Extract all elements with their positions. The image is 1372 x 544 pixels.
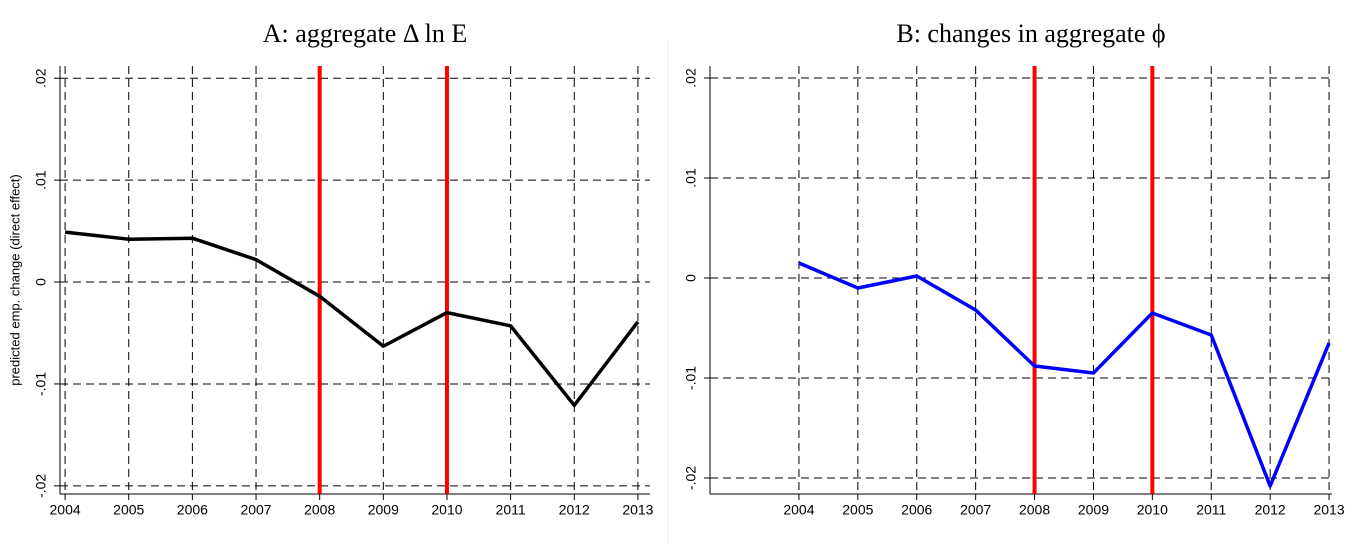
y-tick-label: .02 [33, 68, 49, 88]
y-tick-label: -.02 [33, 474, 49, 498]
x-tick-label: 2011 [1196, 502, 1226, 518]
x-tick-label: 2007 [960, 502, 991, 518]
x-tick-label: 2013 [1313, 502, 1344, 518]
y-tick-label: .02 [683, 68, 699, 88]
chart-title: A: aggregate Δ ln E [263, 19, 467, 48]
y-axis-label: predicted emp. change (direct effect) [7, 174, 22, 386]
x-tick-label: 2010 [431, 502, 462, 518]
y-tick-label: -.02 [683, 466, 699, 490]
y-tick-label: 0 [683, 274, 699, 282]
x-tick-label: 2008 [1019, 502, 1050, 518]
x-tick-label: 2005 [842, 502, 873, 518]
y-tick-label: 0 [33, 278, 49, 286]
x-tick-label: 2004 [50, 502, 81, 518]
x-tick-label: 2008 [304, 502, 335, 518]
x-tick-label: 2006 [901, 502, 932, 518]
data-line [798, 261, 1331, 488]
y-tick-label: .01 [33, 170, 49, 190]
x-tick-label: 2013 [622, 502, 653, 518]
x-tick-label: 2010 [1137, 502, 1168, 518]
x-tick-label: 2006 [177, 502, 208, 518]
x-tick-label: 2009 [1078, 502, 1109, 518]
x-tick-label: 2009 [368, 502, 399, 518]
y-tick-label: -.01 [683, 366, 699, 390]
x-tick-label: 2012 [1255, 502, 1286, 518]
x-tick-label: 2005 [113, 502, 144, 518]
chart-title: B: changes in aggregate ϕ [896, 19, 1165, 48]
x-tick-label: 2012 [559, 502, 590, 518]
y-tick-label: .01 [683, 168, 699, 188]
x-tick-label: 2004 [783, 502, 814, 518]
x-tick-label: 2011 [496, 502, 526, 518]
x-tick-label: 2007 [240, 502, 271, 518]
data-line [64, 230, 640, 408]
y-tick-label: -.01 [33, 372, 49, 396]
